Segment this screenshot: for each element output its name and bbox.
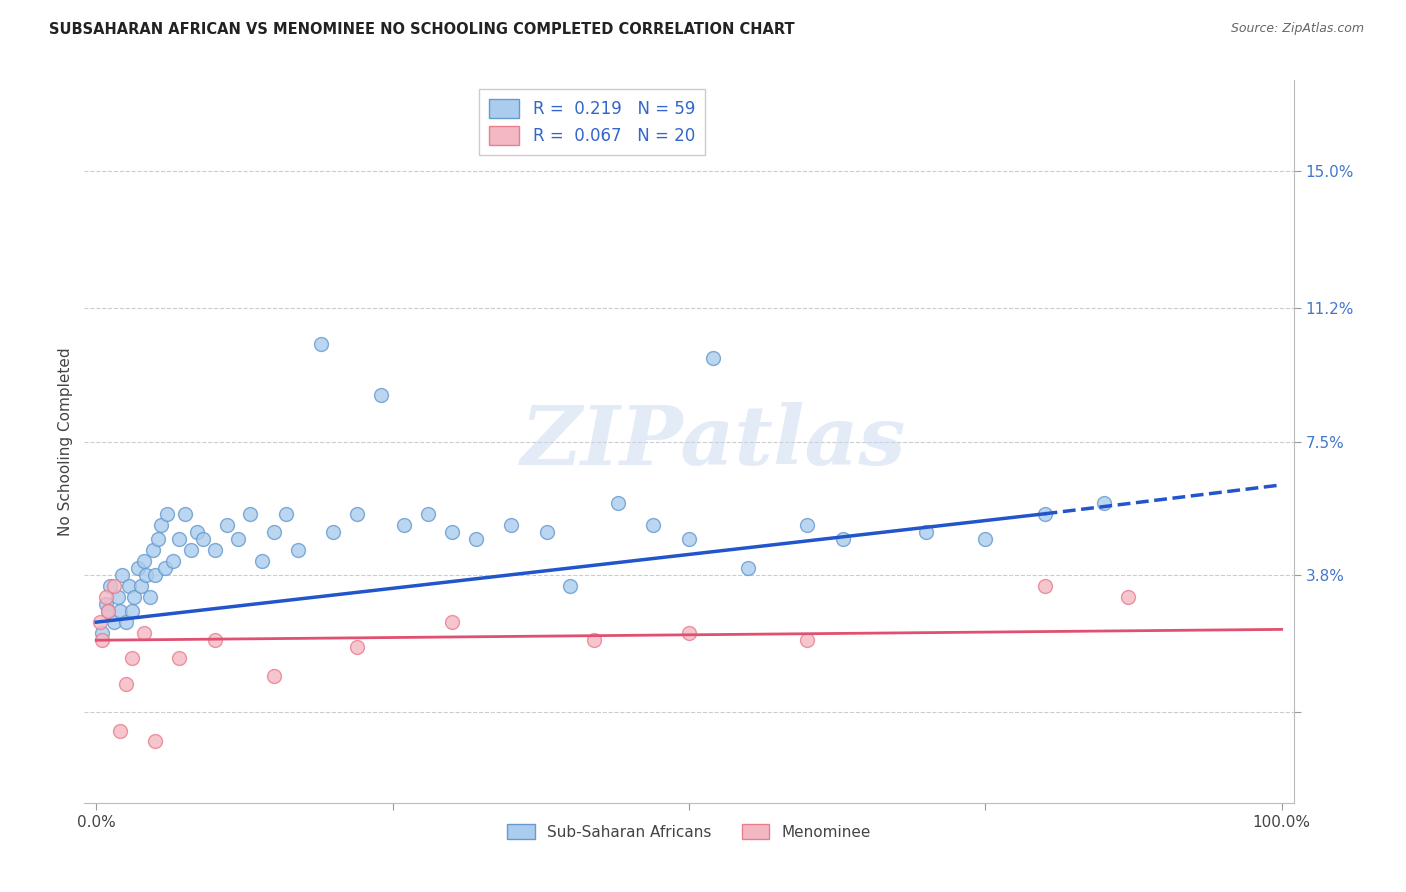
Point <box>167 532 190 546</box>
Point <box>263 669 285 683</box>
Point <box>118 579 141 593</box>
Point <box>215 517 238 532</box>
Point <box>204 633 226 648</box>
Point <box>103 579 125 593</box>
Point <box>97 604 120 618</box>
Point <box>150 517 173 532</box>
Point <box>167 651 190 665</box>
Point <box>737 561 759 575</box>
Point <box>121 651 143 665</box>
Point <box>678 626 700 640</box>
Point <box>156 507 179 521</box>
Point <box>678 532 700 546</box>
Point <box>228 532 250 546</box>
Point <box>796 517 818 532</box>
Point <box>536 524 558 539</box>
Text: Source: ZipAtlas.com: Source: ZipAtlas.com <box>1230 22 1364 36</box>
Point <box>153 561 176 575</box>
Point <box>107 590 129 604</box>
Point <box>115 615 138 630</box>
Point <box>146 532 169 546</box>
Point <box>145 734 167 748</box>
Point <box>91 633 114 648</box>
Point <box>121 604 143 618</box>
Point <box>132 626 155 640</box>
Point <box>832 532 855 546</box>
Point <box>180 542 202 557</box>
Point <box>97 604 120 618</box>
Point <box>643 517 665 532</box>
Point <box>108 604 131 618</box>
Point <box>132 554 155 568</box>
Point <box>346 640 368 655</box>
Y-axis label: No Schooling Completed: No Schooling Completed <box>58 347 73 536</box>
Text: ZIPatlas: ZIPatlas <box>520 401 905 482</box>
Point <box>115 676 138 690</box>
Point <box>1092 496 1115 510</box>
Point <box>796 633 818 648</box>
Point <box>974 532 997 546</box>
Point <box>111 568 134 582</box>
Point <box>346 507 368 521</box>
Point <box>94 590 117 604</box>
Point <box>501 517 523 532</box>
Point <box>418 507 440 521</box>
Point <box>162 554 184 568</box>
Point <box>394 517 416 532</box>
Point <box>560 579 582 593</box>
Point <box>142 542 165 557</box>
Point <box>583 633 606 648</box>
Point <box>1033 579 1056 593</box>
Point <box>204 542 226 557</box>
Point <box>702 351 724 366</box>
Point <box>239 507 262 521</box>
Point <box>263 524 285 539</box>
Point <box>287 542 309 557</box>
Point <box>370 387 392 401</box>
Text: SUBSAHARAN AFRICAN VS MENOMINEE NO SCHOOLING COMPLETED CORRELATION CHART: SUBSAHARAN AFRICAN VS MENOMINEE NO SCHOO… <box>49 22 794 37</box>
Point <box>122 590 145 604</box>
Point <box>311 337 333 351</box>
Point <box>186 524 208 539</box>
Point <box>606 496 628 510</box>
Point <box>108 723 131 738</box>
Point <box>91 626 114 640</box>
Point <box>440 524 463 539</box>
Point <box>915 524 938 539</box>
Legend: Sub-Saharan Africans, Menominee: Sub-Saharan Africans, Menominee <box>501 818 877 846</box>
Point <box>274 507 297 521</box>
Point <box>174 507 197 521</box>
Point <box>127 561 149 575</box>
Point <box>103 615 125 630</box>
Point <box>322 524 344 539</box>
Point <box>1033 507 1056 521</box>
Point <box>464 532 486 546</box>
Point <box>191 532 214 546</box>
Point <box>100 579 122 593</box>
Point <box>129 579 152 593</box>
Point <box>440 615 463 630</box>
Point <box>250 554 273 568</box>
Point <box>145 568 167 582</box>
Point <box>1116 590 1139 604</box>
Point <box>138 590 160 604</box>
Point <box>94 597 117 611</box>
Point <box>89 615 111 630</box>
Point <box>135 568 157 582</box>
